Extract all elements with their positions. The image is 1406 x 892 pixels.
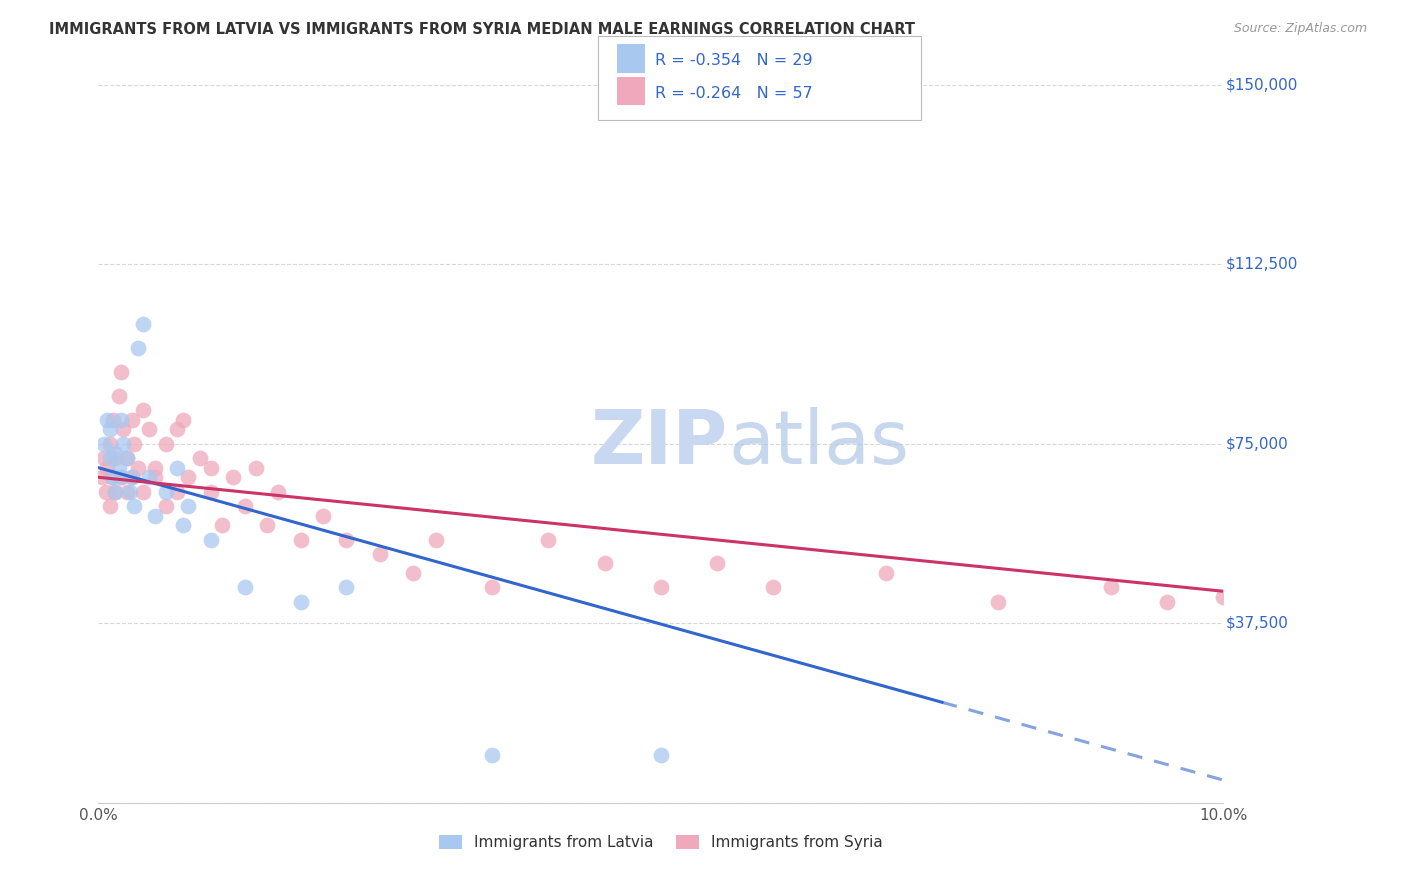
Point: [172, 518, 194, 533]
Point: [104, 484, 127, 499]
Point: [706, 557, 728, 571]
Point: [93, 436, 115, 450]
Point: [101, 470, 124, 484]
Point: [118, 484, 141, 499]
Text: ZIP: ZIP: [591, 408, 728, 480]
Text: $75,000: $75,000: [1226, 436, 1288, 451]
Point: [110, 470, 132, 484]
Text: Source: ZipAtlas.com: Source: ZipAtlas.com: [1233, 22, 1367, 36]
Point: [762, 581, 785, 595]
Point: [200, 484, 222, 499]
Point: [177, 499, 200, 513]
Point: [112, 422, 135, 436]
Point: [115, 451, 138, 466]
Point: [200, 533, 222, 547]
Point: [233, 581, 256, 595]
Point: [233, 499, 256, 513]
Point: [155, 436, 177, 450]
Point: [138, 470, 160, 484]
Point: [335, 533, 357, 547]
Point: [121, 470, 143, 484]
Point: [1212, 590, 1234, 604]
Text: $37,500: $37,500: [1226, 615, 1288, 631]
Text: R = -0.264   N = 57: R = -0.264 N = 57: [655, 86, 813, 101]
Point: [104, 446, 127, 460]
Point: [166, 460, 188, 475]
Point: [132, 484, 155, 499]
Text: $112,500: $112,500: [1226, 257, 1298, 272]
Text: $150,000: $150,000: [1226, 78, 1298, 92]
Point: [127, 341, 149, 355]
Point: [101, 413, 124, 427]
Text: R = -0.354   N = 29: R = -0.354 N = 29: [655, 54, 813, 68]
Point: [112, 436, 135, 450]
Text: atlas: atlas: [728, 408, 910, 480]
Point: [121, 413, 143, 427]
Point: [127, 460, 149, 475]
Point: [481, 747, 503, 762]
Point: [132, 317, 155, 331]
Point: [256, 518, 278, 533]
Point: [335, 581, 357, 595]
Point: [222, 470, 245, 484]
Point: [138, 422, 160, 436]
Point: [188, 451, 211, 466]
Point: [211, 518, 233, 533]
Point: [107, 389, 129, 403]
Point: [96, 460, 118, 475]
Point: [166, 422, 188, 436]
Point: [90, 470, 112, 484]
Point: [98, 436, 121, 450]
Point: [200, 460, 222, 475]
Point: [115, 484, 138, 499]
Point: [104, 451, 127, 466]
Point: [124, 499, 146, 513]
Point: [593, 557, 616, 571]
Point: [143, 508, 166, 523]
Point: [115, 451, 138, 466]
Point: [124, 436, 146, 450]
Point: [93, 451, 115, 466]
Point: [110, 365, 132, 379]
Point: [98, 499, 121, 513]
Point: [650, 581, 672, 595]
Legend: Immigrants from Latvia, Immigrants from Syria: Immigrants from Latvia, Immigrants from …: [433, 829, 889, 856]
Point: [155, 484, 177, 499]
Point: [312, 508, 335, 523]
Point: [650, 747, 672, 762]
Point: [290, 533, 312, 547]
Point: [104, 484, 127, 499]
Point: [267, 484, 290, 499]
Point: [110, 413, 132, 427]
Point: [143, 470, 166, 484]
Point: [143, 460, 166, 475]
Point: [98, 451, 121, 466]
Point: [481, 581, 503, 595]
Point: [987, 595, 1010, 609]
Point: [172, 413, 194, 427]
Point: [368, 547, 391, 561]
Point: [121, 470, 143, 484]
Point: [166, 484, 188, 499]
Point: [132, 403, 155, 417]
Point: [537, 533, 560, 547]
Point: [155, 499, 177, 513]
Text: IMMIGRANTS FROM LATVIA VS IMMIGRANTS FROM SYRIA MEDIAN MALE EARNINGS CORRELATION: IMMIGRANTS FROM LATVIA VS IMMIGRANTS FRO…: [49, 22, 915, 37]
Point: [245, 460, 267, 475]
Point: [96, 484, 118, 499]
Point: [96, 413, 118, 427]
Point: [101, 470, 124, 484]
Point: [110, 470, 132, 484]
Point: [402, 566, 425, 580]
Point: [107, 460, 129, 475]
Point: [1099, 581, 1122, 595]
Point: [1156, 595, 1178, 609]
Point: [98, 422, 121, 436]
Point: [425, 533, 447, 547]
Point: [875, 566, 897, 580]
Point: [290, 595, 312, 609]
Point: [177, 470, 200, 484]
